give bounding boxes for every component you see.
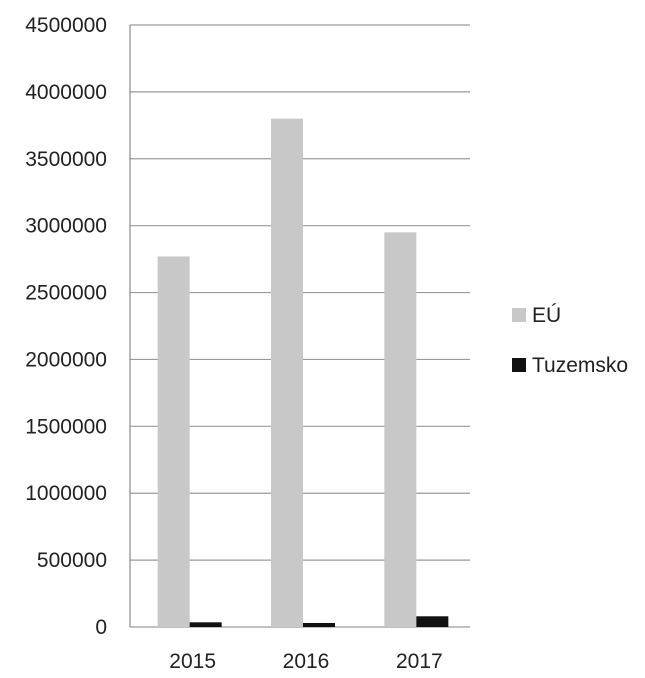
- y-tick-label: 2000000: [25, 348, 107, 371]
- bar-tuzemsko-2016: [303, 622, 335, 627]
- bar-tuzemsko-2015: [189, 622, 222, 627]
- x-category-label: 2015: [169, 650, 216, 673]
- y-tick-label: 500000: [37, 549, 107, 572]
- x-axis-category-labels: 2015 2016 2017: [169, 650, 442, 673]
- legend-label-eu: EÚ: [532, 304, 561, 327]
- bar-eu-2015: [157, 256, 190, 627]
- y-tick-label: 2500000: [25, 282, 107, 305]
- bar-tuzemsko-2017: [416, 616, 449, 627]
- y-tick-label: 3500000: [25, 148, 107, 171]
- legend-swatch-tuzemsko: [512, 358, 526, 372]
- y-tick-label: 1500000: [25, 415, 107, 438]
- y-tick-label: 1000000: [25, 482, 107, 505]
- y-tick-label: 3000000: [25, 215, 107, 238]
- legend-swatch-eu: [512, 308, 526, 322]
- y-tick-label: 4000000: [25, 81, 107, 104]
- y-axis-tick-labels: 0 500000 1000000 1500000 2000000 2500000 30000…: [25, 14, 107, 639]
- y-tick-label: 4500000: [25, 14, 107, 37]
- bar-eu-2017: [384, 232, 417, 627]
- legend: EÚ Tuzemsko: [512, 304, 628, 377]
- legend-label-tuzemsko: Tuzemsko: [532, 354, 628, 377]
- bar-eu-2016: [271, 118, 303, 628]
- x-category-label: 2016: [283, 650, 330, 673]
- y-tick-label: 0: [95, 616, 107, 639]
- x-category-label: 2017: [396, 650, 443, 673]
- bars: [157, 118, 449, 628]
